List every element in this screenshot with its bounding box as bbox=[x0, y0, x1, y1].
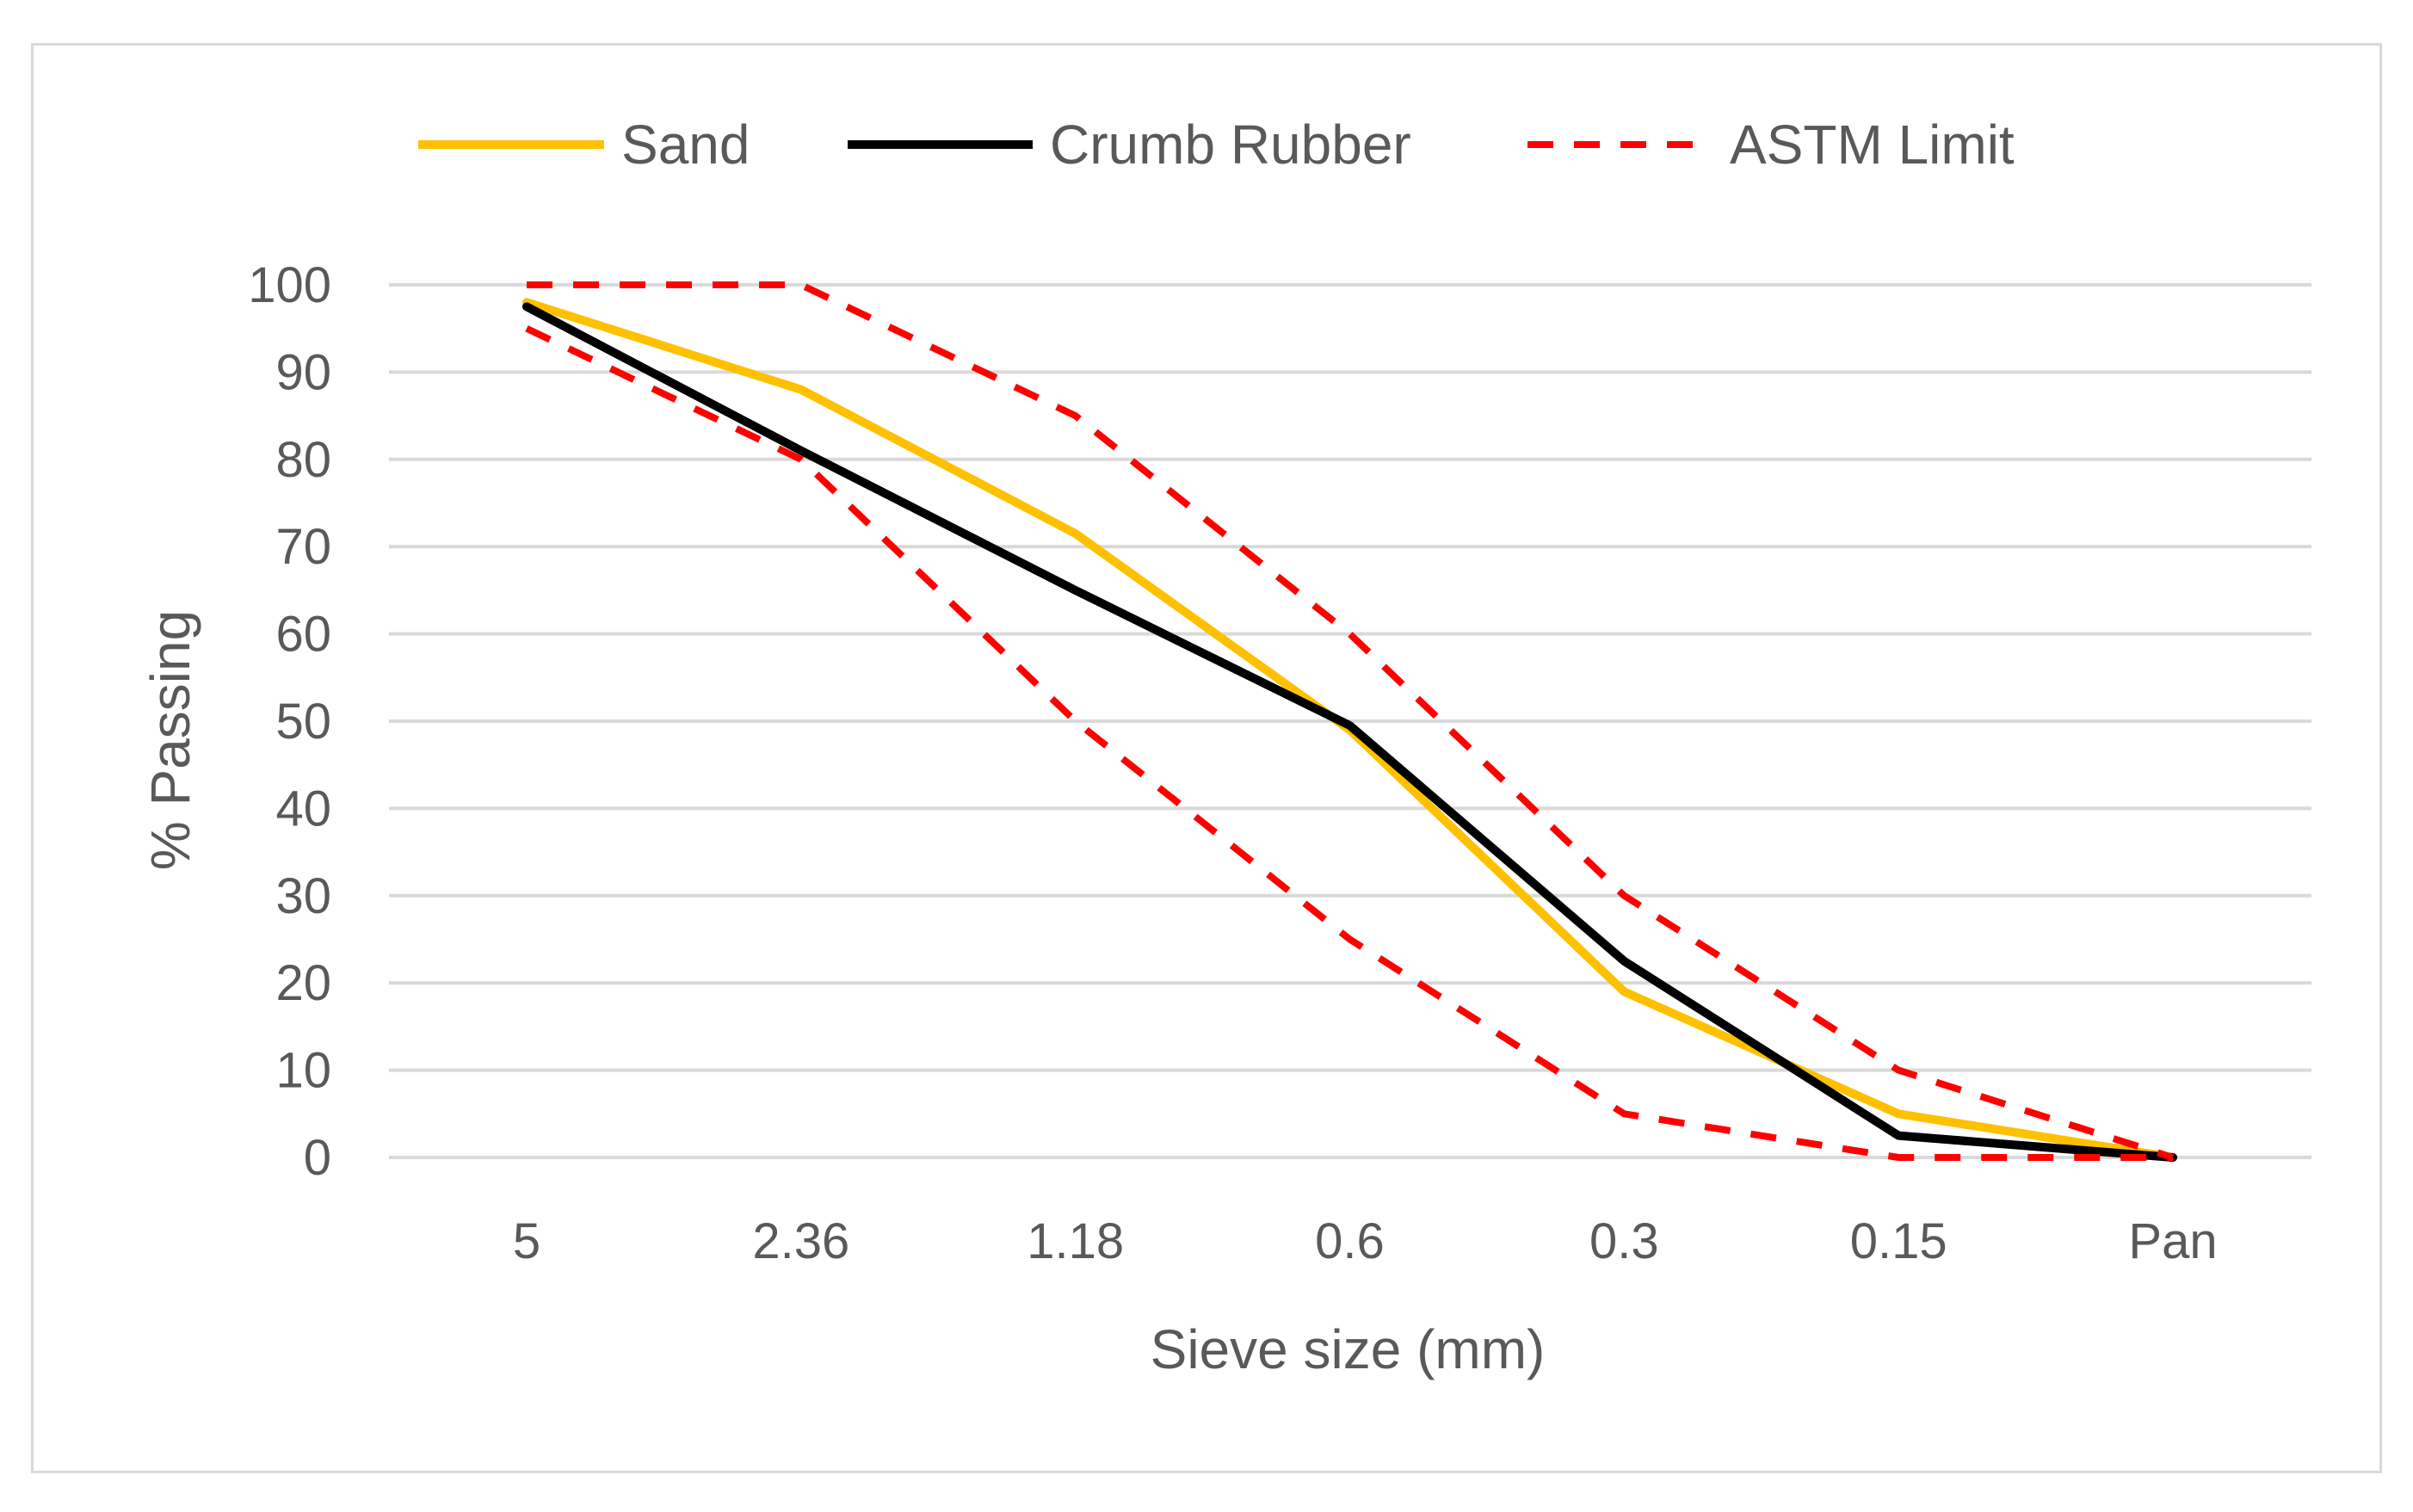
y-tick-label: 40 bbox=[275, 781, 331, 836]
y-tick-label: 20 bbox=[275, 955, 331, 1011]
series-line-astm-limit bbox=[527, 281, 2175, 1161]
y-axis-ticks: 0 10 20 30 40 50 60 70 80 90 100 bbox=[248, 257, 331, 1186]
series-line-crumb-rubber bbox=[522, 302, 2177, 1162]
x-tick-label: 5 bbox=[513, 1213, 540, 1269]
x-tick-label: 0.3 bbox=[1589, 1213, 1659, 1269]
chart-area bbox=[31, 43, 2382, 1473]
x-tick-label: 0.15 bbox=[1850, 1213, 1947, 1269]
y-tick-label: 30 bbox=[275, 868, 331, 924]
y-tick-label: 80 bbox=[275, 432, 331, 488]
x-axis-title: Sieve size (mm) bbox=[1151, 1318, 1546, 1380]
x-tick-label: Pan bbox=[2128, 1213, 2217, 1269]
y-tick-label: 60 bbox=[275, 607, 331, 663]
legend: Sand Crumb Rubber ASTM Limit bbox=[418, 114, 2015, 176]
y-tick-label: 0 bbox=[304, 1130, 331, 1186]
y-tick-label: 70 bbox=[275, 519, 331, 575]
legend-label-astm-limit: ASTM Limit bbox=[1730, 114, 2015, 176]
x-tick-label: 0.6 bbox=[1315, 1213, 1385, 1269]
y-tick-label: 90 bbox=[275, 344, 331, 400]
legend-label-sand: Sand bbox=[621, 114, 750, 176]
y-axis-title: % Passing bbox=[139, 610, 201, 870]
x-tick-label: 2.36 bbox=[752, 1213, 849, 1269]
y-tick-label: 100 bbox=[248, 257, 331, 313]
legend-label-crumb-rubber: Crumb Rubber bbox=[1050, 114, 1411, 176]
series-lines bbox=[522, 281, 2177, 1162]
series-line-astm-lower-limit bbox=[525, 325, 2173, 1161]
x-tick-label: 1.18 bbox=[1027, 1213, 1124, 1269]
x-axis-ticks: 5 2.36 1.18 0.6 0.3 0.15 Pan bbox=[513, 1213, 2218, 1269]
y-tick-label: 10 bbox=[275, 1043, 331, 1099]
y-tick-label: 50 bbox=[275, 694, 331, 750]
